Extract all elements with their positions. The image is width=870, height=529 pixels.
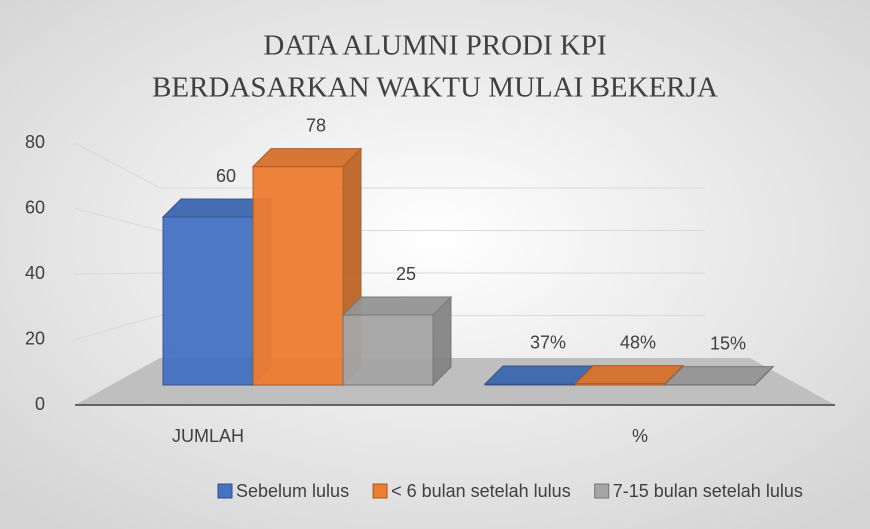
x-tick-label: JUMLAH bbox=[172, 426, 244, 446]
bar-front bbox=[342, 314, 434, 386]
legend-swatch bbox=[594, 483, 610, 499]
legend-text: < 6 bulan setelah lulus bbox=[391, 481, 571, 501]
bar bbox=[663, 365, 775, 387]
grid-line bbox=[74, 208, 705, 231]
y-tick-label: 40 bbox=[25, 263, 45, 283]
y-tick-label: 0 bbox=[35, 394, 45, 414]
y-tick-label: 60 bbox=[25, 197, 45, 217]
grid-line bbox=[74, 272, 705, 275]
value-label: 15% bbox=[710, 333, 746, 353]
value-label: 25 bbox=[396, 264, 416, 284]
bar-top bbox=[663, 366, 775, 386]
legend-swatch bbox=[217, 483, 233, 499]
legend-swatch bbox=[372, 483, 388, 499]
value-label: 78 bbox=[306, 115, 326, 135]
grid-line bbox=[74, 142, 705, 189]
bar-front bbox=[252, 166, 344, 386]
y-tick-label: 80 bbox=[25, 132, 45, 152]
grid-line bbox=[74, 315, 705, 340]
bar bbox=[251, 147, 363, 387]
chart-title: BERDASARKAN WAKTU MULAI BEKERJA bbox=[152, 72, 718, 104]
bar-top bbox=[341, 296, 453, 316]
bar-top bbox=[573, 365, 685, 385]
y-tick-label: 20 bbox=[25, 328, 45, 348]
bar bbox=[341, 295, 453, 387]
value-label: 37% bbox=[530, 333, 566, 353]
bar-front bbox=[162, 216, 254, 386]
value-label: 48% bbox=[620, 332, 656, 352]
value-label: 60 bbox=[216, 166, 236, 186]
chart-title: DATA ALUMNI PRODI KPI bbox=[263, 30, 606, 62]
bar-top bbox=[251, 148, 363, 168]
x-tick-label: % bbox=[632, 426, 648, 446]
legend-text: Sebelum lulus bbox=[236, 481, 349, 501]
legend-text: 7-15 bulan setelah lulus bbox=[613, 481, 803, 501]
